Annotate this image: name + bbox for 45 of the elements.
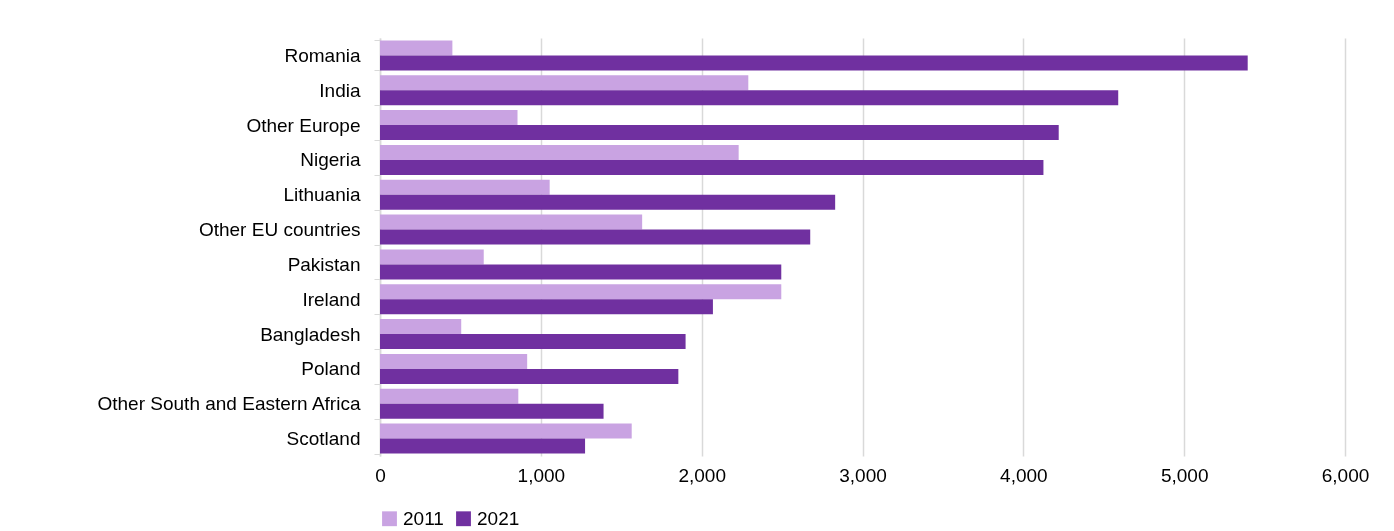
- bar: [380, 403, 604, 419]
- bar: [380, 214, 643, 230]
- x-tick-label: 2,000: [678, 464, 726, 486]
- y-tick-label: Other EU countries: [198, 219, 361, 241]
- bar: [380, 90, 1119, 106]
- legend-label: 2021: [477, 507, 520, 529]
- bar: [380, 299, 713, 315]
- bar: [380, 368, 679, 384]
- y-tick-label: Poland: [301, 358, 361, 380]
- y-tick-label: Ireland: [302, 288, 361, 310]
- bar: [380, 353, 528, 369]
- x-tick-label: 6,000: [1321, 464, 1370, 486]
- bar: [380, 334, 686, 350]
- y-tick-label: Scotland: [286, 428, 361, 450]
- y-tick-label: Nigeria: [300, 149, 361, 171]
- y-tick-label: Bangladesh: [260, 323, 361, 345]
- x-tick-label: 5,000: [1160, 464, 1209, 486]
- y-tick-label: Pakistan: [287, 253, 361, 275]
- y-tick-label: Other South and Eastern Africa: [97, 393, 361, 415]
- bar: [380, 159, 1044, 175]
- y-tick-label: Romania: [284, 44, 361, 66]
- bar: [380, 249, 484, 265]
- bar: [380, 319, 462, 335]
- bar: [380, 284, 782, 300]
- bar: [380, 125, 1059, 141]
- bar: [380, 423, 632, 439]
- x-tick-label: 1,000: [517, 464, 566, 486]
- x-tick-label: 0: [375, 464, 386, 486]
- x-tick-label: 3,000: [839, 464, 887, 486]
- bar: [380, 55, 1248, 71]
- y-tick-label: Other Europe: [246, 114, 361, 136]
- bar: [380, 388, 519, 404]
- y-tick-label: India: [319, 79, 361, 101]
- bar: [380, 229, 811, 245]
- bar: [380, 40, 453, 56]
- bar: [380, 179, 550, 195]
- bar: [380, 110, 518, 126]
- bar: [380, 264, 782, 280]
- legend-label: 2011: [403, 507, 444, 529]
- bar: [380, 438, 586, 454]
- bar: [380, 75, 749, 91]
- y-tick-label: Lithuania: [283, 184, 361, 206]
- bar: [380, 144, 739, 160]
- x-tick-label: 4,000: [1000, 464, 1048, 486]
- bar: [380, 194, 836, 210]
